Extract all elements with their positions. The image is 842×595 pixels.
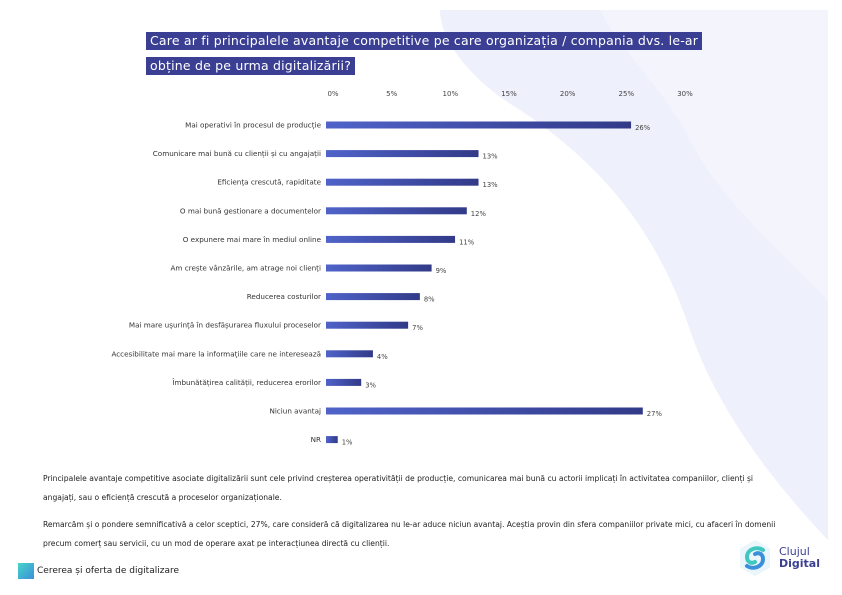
value-label: 13% xyxy=(483,181,499,189)
category-label: Reducerea costurilor xyxy=(247,292,321,301)
footer: Cererea și oferta de digitalizare xyxy=(18,563,179,579)
value-label: 7% xyxy=(412,324,423,332)
chart-title: Care ar fi principalele avantaje competi… xyxy=(146,30,703,80)
x-tick-label: 15% xyxy=(501,90,517,98)
x-tick-label: 0% xyxy=(327,90,338,98)
value-label: 27% xyxy=(647,410,663,418)
category-label: Eficiența crescută, rapiditate xyxy=(217,178,321,188)
value-label: 11% xyxy=(459,238,475,246)
category-label: Mai operativi în procesul de producție xyxy=(185,121,321,131)
category-label: Mai mare ușurință în desfășurarea fluxul… xyxy=(129,321,321,331)
bar xyxy=(326,207,467,215)
logo-line-1: Clujul xyxy=(779,545,810,558)
bar xyxy=(326,293,420,301)
value-label: 26% xyxy=(635,124,651,132)
category-label: Niciun avantaj xyxy=(269,407,321,416)
bar xyxy=(326,121,632,129)
analysis-paragraph-2: Remarcăm și o pondere semnificativă a ce… xyxy=(43,520,776,548)
value-label: 4% xyxy=(377,353,388,361)
footer-square-icon xyxy=(18,563,34,579)
value-label: 1% xyxy=(342,439,353,447)
value-label: 9% xyxy=(436,267,447,275)
bar xyxy=(326,378,362,386)
bar xyxy=(326,150,479,158)
logo-mark-icon xyxy=(740,540,770,576)
category-label: Comunicare mai bună cu clienții și cu an… xyxy=(153,149,321,159)
clujul-digital-logo: Clujul Digital xyxy=(737,538,820,578)
logo-line-2: Digital xyxy=(779,557,820,570)
x-tick-label: 30% xyxy=(677,90,693,98)
bar xyxy=(326,436,338,444)
bar xyxy=(326,235,456,243)
category-label: Accesibilitate mai mare la informațiile … xyxy=(111,349,321,359)
category-label: NR xyxy=(311,435,321,444)
value-label: 8% xyxy=(424,296,435,304)
x-tick-label: 25% xyxy=(619,90,635,98)
chart-title-line-2: obține de pe urma digitalizării? xyxy=(146,57,356,75)
x-tick-label: 5% xyxy=(386,90,397,98)
category-label: Am crește vânzările, am atrage noi clien… xyxy=(171,264,322,274)
bar-chart: 0% 5% 10% 15% 20% 25% 30% Mai operativi în proc… xyxy=(111,90,693,447)
category-label: O mai bună gestionare a documentelor xyxy=(180,206,321,215)
bar xyxy=(326,264,432,272)
category-label: O expunere mai mare în mediul online xyxy=(183,235,322,244)
chart-title-line-1: Care ar fi principalele avantaje competi… xyxy=(146,32,703,50)
footer-title: Cererea și oferta de digitalizare xyxy=(37,566,180,576)
value-label: 12% xyxy=(471,210,487,218)
bar xyxy=(326,350,373,358)
category-label: Îmbunătățirea calității, reducerea erori… xyxy=(172,378,321,388)
bar xyxy=(326,321,409,329)
x-tick-label: 20% xyxy=(560,90,576,98)
bar xyxy=(326,407,643,415)
bar xyxy=(326,178,479,186)
value-label: 13% xyxy=(483,153,499,161)
value-label: 3% xyxy=(365,381,376,389)
analysis-paragraph-1: Principalele avantaje competitive asocia… xyxy=(43,474,754,502)
x-tick-label: 10% xyxy=(443,90,459,98)
